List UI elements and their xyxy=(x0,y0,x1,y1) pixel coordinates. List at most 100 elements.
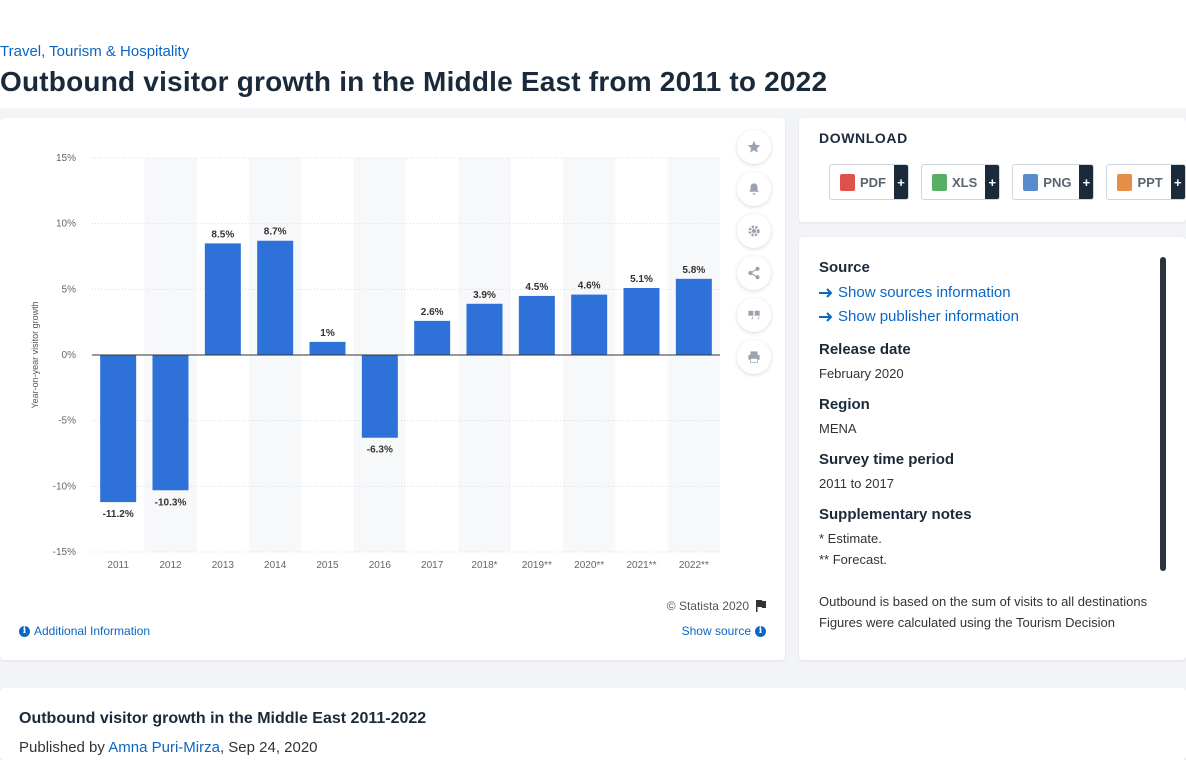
published-prefix: Published by xyxy=(19,739,105,756)
note-forecast: ** Forecast. xyxy=(819,552,887,567)
share-icon xyxy=(748,266,760,280)
bar-2017[interactable] xyxy=(414,320,451,355)
note-calculation: Figures were calculated using the Touris… xyxy=(819,615,1116,630)
y-tick-label: -5% xyxy=(58,416,76,427)
published-date: , Sep 24, 2020 xyxy=(219,739,318,756)
x-tick-label: 2011 xyxy=(107,560,129,571)
show-source-link[interactable]: Show source i xyxy=(682,624,766,638)
bar-value-label: 8.5% xyxy=(211,229,234,240)
x-tick-label: 2014 xyxy=(264,560,287,571)
bar-2021[interactable] xyxy=(623,288,660,355)
x-tick-label: 2017 xyxy=(421,560,444,571)
x-tick-label: 2021** xyxy=(626,560,656,571)
show-source-label: Show source xyxy=(681,624,751,638)
show-publisher-link[interactable]: Show publisher information xyxy=(819,305,1149,329)
bar-2016[interactable] xyxy=(361,355,398,438)
bar-2018[interactable] xyxy=(466,303,503,355)
author-link[interactable]: Amna Puri-Mirza xyxy=(108,739,220,756)
x-tick-label: 2012 xyxy=(159,560,182,571)
region-label: Region xyxy=(819,396,870,413)
share-button[interactable] xyxy=(737,256,771,290)
bar-value-label: 5.8% xyxy=(682,265,705,276)
bar-value-label: -6.3% xyxy=(367,445,393,456)
y-tick-label: 15% xyxy=(56,153,76,164)
info-icon: i xyxy=(19,625,30,637)
bar-2011[interactable] xyxy=(100,355,137,503)
png-file-icon xyxy=(1023,173,1039,191)
note-estimate: * Estimate. xyxy=(819,531,882,546)
survey-period-value: 2011 to 2017 xyxy=(819,476,894,491)
x-tick-label: 2019** xyxy=(522,560,552,571)
download-format-label: PDF xyxy=(860,174,886,190)
bar-value-label: 5.1% xyxy=(630,274,653,285)
arrow-right-icon xyxy=(819,312,833,322)
download-pdf-button[interactable]: PDF + xyxy=(829,164,909,200)
bar-value-label: 1% xyxy=(320,328,335,339)
statista-credit: © Statista 2020 xyxy=(667,599,767,613)
chart-toolbar xyxy=(737,130,773,382)
download-options-plus[interactable]: + xyxy=(1079,165,1094,199)
pdf-file-icon xyxy=(840,173,855,191)
y-tick-label: 10% xyxy=(56,219,76,230)
bar-2015[interactable] xyxy=(309,341,346,355)
region-value: MENA xyxy=(819,421,857,436)
ppt-file-icon xyxy=(1117,173,1133,191)
show-sources-link[interactable]: Show sources information xyxy=(819,281,1149,305)
download-buttons: PDF + XLS + PNG + PPT + xyxy=(829,164,1186,200)
x-tick-label: 2020** xyxy=(574,560,604,571)
bar-2012[interactable] xyxy=(152,355,189,491)
bar-value-label: 4.5% xyxy=(525,282,548,293)
bar-2019[interactable] xyxy=(518,295,555,355)
bar-value-label: 8.7% xyxy=(264,227,287,238)
xls-file-icon xyxy=(932,173,947,191)
settings-button[interactable] xyxy=(737,214,771,248)
quote-icon xyxy=(748,310,760,320)
download-ppt-button[interactable]: PPT + xyxy=(1106,164,1186,200)
flag-icon[interactable] xyxy=(755,600,767,612)
x-tick-label: 2013 xyxy=(212,560,235,571)
download-png-button[interactable]: PNG + xyxy=(1012,164,1095,200)
scrollbar-thumb[interactable] xyxy=(1160,257,1166,571)
info-card: Source Show sources information Show pub… xyxy=(799,237,1186,660)
breadcrumb[interactable]: Travel, Tourism & Hospitality xyxy=(0,43,190,60)
bar-2020[interactable] xyxy=(571,294,608,355)
additional-information-link[interactable]: i Additional Information xyxy=(19,624,150,638)
download-card: DOWNLOAD PDF + XLS + PNG + PPT + xyxy=(799,118,1186,222)
y-tick-label: 0% xyxy=(62,350,77,361)
show-sources-label: Show sources information xyxy=(838,284,1011,301)
printer-icon xyxy=(748,351,760,363)
supplementary-notes-label: Supplementary notes xyxy=(819,506,972,523)
info-content: Source Show sources information Show pub… xyxy=(819,259,1149,645)
release-date-label: Release date xyxy=(819,341,911,358)
cite-button[interactable] xyxy=(737,298,771,332)
download-format-label: PPT xyxy=(1137,174,1163,190)
bar-value-label: 4.6% xyxy=(578,281,601,292)
y-axis-label: Year-on-year visitor growth xyxy=(30,301,40,408)
gear-icon xyxy=(748,225,760,237)
download-options-plus[interactable]: + xyxy=(894,165,908,199)
download-options-plus[interactable]: + xyxy=(1170,165,1185,199)
note-outbound: Outbound is based on the sum of visits t… xyxy=(819,594,1148,609)
x-tick-label: 2018* xyxy=(471,560,497,571)
additional-information-label: Additional Information xyxy=(34,624,151,638)
download-options-plus[interactable]: + xyxy=(985,165,1000,199)
published-by: Published by Amna Puri-Mirza, Sep 24, 20… xyxy=(19,739,318,756)
release-date-value: February 2020 xyxy=(819,366,904,381)
chart-card: 15% 10% 5% 0% -5% -10% -15% -11.2% -10.3% 8.5% 8.… xyxy=(0,118,785,660)
bar-2014[interactable] xyxy=(257,240,294,355)
bar-value-label: 2.6% xyxy=(421,307,444,318)
bar-2022[interactable] xyxy=(675,278,712,355)
statistic-title: Outbound visitor growth in the Middle Ea… xyxy=(19,710,427,727)
notification-button[interactable] xyxy=(737,172,771,206)
bell-icon xyxy=(749,183,759,195)
source-label: Source xyxy=(819,259,870,276)
favorite-button[interactable] xyxy=(737,130,771,164)
top-header-band: Travel, Tourism & Hospitality Outbound v… xyxy=(0,0,1186,108)
info-scrollbar[interactable] xyxy=(1160,257,1166,571)
bar-2013[interactable] xyxy=(204,243,241,355)
arrow-right-icon xyxy=(819,288,833,298)
download-xls-button[interactable]: XLS + xyxy=(921,164,1001,200)
download-title: DOWNLOAD xyxy=(819,130,908,146)
bar-chart: 15% 10% 5% 0% -5% -10% -15% -11.2% -10.3% 8.5% 8.… xyxy=(30,153,720,571)
print-button[interactable] xyxy=(737,340,771,374)
